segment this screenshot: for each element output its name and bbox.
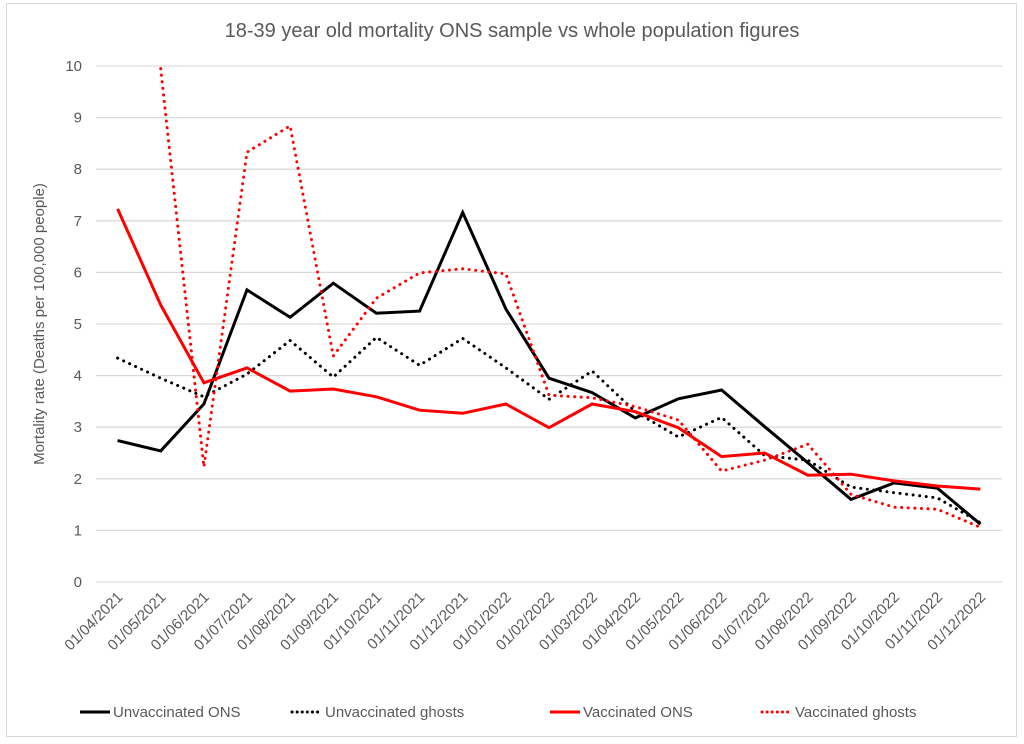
series-line-vaccinated-ons [116,208,981,491]
chart-title: 18-39 year old mortality ONS sample vs w… [225,20,800,42]
y-tick-label: 5 [74,316,82,333]
series-line-unvaccinated-ons [117,208,982,526]
legend-label: Unvaccinated ghosts [325,704,464,721]
x-axis-ticks: 01/04/202101/05/202101/06/202101/07/2021… [61,589,989,654]
legend: Unvaccinated ONS Unvaccinated ghosts Vacci… [80,704,916,721]
y-axis-ticks: 0 1 2 3 4 5 6 7 8 9 10 [65,58,82,591]
y-tick-label: 1 [74,522,82,539]
y-tick-label: 0 [74,574,82,591]
chart-frame [6,3,1017,737]
y-tick-label: 6 [74,264,82,281]
y-tick-label: 8 [74,161,82,178]
y-tick-label: 2 [74,471,82,488]
legend-label: Vaccinated ghosts [795,704,916,721]
y-tick-label: 7 [74,213,82,230]
series-line-vaccinated-ghosts [159,67,982,529]
y-tick-label: 9 [74,110,82,127]
series-line-unvaccinated-ghosts [116,335,982,525]
y-tick-label: 10 [65,58,82,75]
y-tick-label: 3 [74,419,82,436]
y-axis-title: Mortality rate (Deaths per 100,000 peopl… [31,183,48,465]
y-tick-label: 4 [74,368,82,385]
series-lines [116,67,982,529]
legend-label: Vaccinated ONS [583,704,693,721]
legend-label: Unvaccinated ONS [113,704,241,721]
gridlines [96,65,1002,583]
